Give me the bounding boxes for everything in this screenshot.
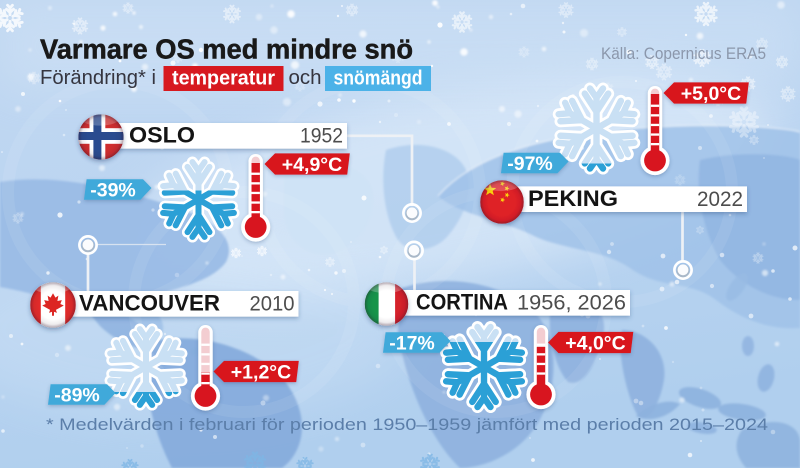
svg-text:2022: 2022 — [697, 187, 743, 211]
svg-text:OSLO: OSLO — [129, 123, 195, 148]
svg-text:+1,2°C: +1,2°C — [231, 361, 291, 383]
svg-text:PEKING: PEKING — [528, 186, 618, 211]
svg-text:-97%: -97% — [507, 153, 553, 175]
svg-text:och: och — [289, 66, 322, 89]
svg-text:Källa: Copernicus ERA5: Källa: Copernicus ERA5 — [601, 44, 766, 63]
svg-text:-89%: -89% — [54, 385, 100, 407]
svg-text:1952: 1952 — [300, 123, 343, 147]
svg-text:temperatur: temperatur — [172, 67, 275, 90]
svg-text:+4,0°C: +4,0°C — [565, 332, 625, 354]
svg-text:CORTINA: CORTINA — [416, 290, 508, 315]
svg-text:* Medelvärden i februari för p: * Medelvärden i februari för perioden 19… — [46, 415, 768, 434]
svg-text:+5,0°C: +5,0°C — [681, 83, 741, 105]
svg-text:1956, 2026: 1956, 2026 — [517, 290, 626, 314]
svg-text:2010: 2010 — [250, 291, 295, 315]
svg-text:VANCOUVER: VANCOUVER — [79, 291, 220, 316]
svg-text:+4,9°C: +4,9°C — [282, 154, 342, 176]
svg-text:snömängd: snömängd — [334, 67, 423, 90]
svg-text:Förändring* i: Förändring* i — [40, 66, 156, 89]
svg-text:-39%: -39% — [90, 180, 136, 202]
svg-text:-17%: -17% — [389, 333, 435, 355]
svg-text:Varmare OS med mindre snö: Varmare OS med mindre snö — [40, 34, 413, 65]
